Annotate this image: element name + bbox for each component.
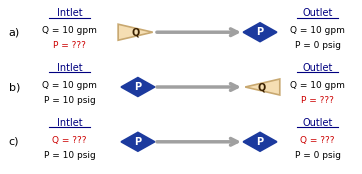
Text: b): b) — [9, 82, 20, 92]
Polygon shape — [118, 24, 153, 40]
Text: Q: Q — [132, 27, 140, 37]
Polygon shape — [121, 78, 155, 96]
Polygon shape — [243, 23, 277, 42]
Text: P: P — [134, 137, 142, 147]
Text: P = 10 psig: P = 10 psig — [44, 151, 96, 160]
Text: P: P — [134, 82, 142, 92]
Text: Intlet: Intlet — [57, 8, 83, 18]
Text: P = 0 psig: P = 0 psig — [295, 151, 341, 160]
Text: Q = ???: Q = ??? — [300, 136, 335, 145]
Text: Q: Q — [258, 82, 266, 92]
Text: c): c) — [9, 137, 19, 147]
Text: P = ???: P = ??? — [301, 96, 334, 105]
Text: Intlet: Intlet — [57, 63, 83, 73]
Text: Q = 10 gpm: Q = 10 gpm — [42, 26, 97, 35]
Text: P = 0 psig: P = 0 psig — [295, 41, 341, 50]
Text: Outlet: Outlet — [302, 8, 333, 18]
Text: Q = ???: Q = ??? — [52, 136, 87, 145]
Text: Q = 10 gpm: Q = 10 gpm — [42, 81, 97, 90]
Text: P: P — [256, 137, 264, 147]
Text: P = 10 psig: P = 10 psig — [44, 96, 96, 105]
Polygon shape — [243, 132, 277, 151]
Text: a): a) — [9, 27, 20, 37]
Text: Q = 10 gpm: Q = 10 gpm — [290, 26, 345, 35]
Text: Outlet: Outlet — [302, 118, 333, 128]
Text: Outlet: Outlet — [302, 63, 333, 73]
Polygon shape — [121, 132, 155, 151]
Text: Q = 10 gpm: Q = 10 gpm — [290, 81, 345, 90]
Text: P = ???: P = ??? — [53, 41, 86, 50]
Text: Intlet: Intlet — [57, 118, 83, 128]
Polygon shape — [245, 79, 280, 95]
Text: P: P — [256, 27, 264, 37]
